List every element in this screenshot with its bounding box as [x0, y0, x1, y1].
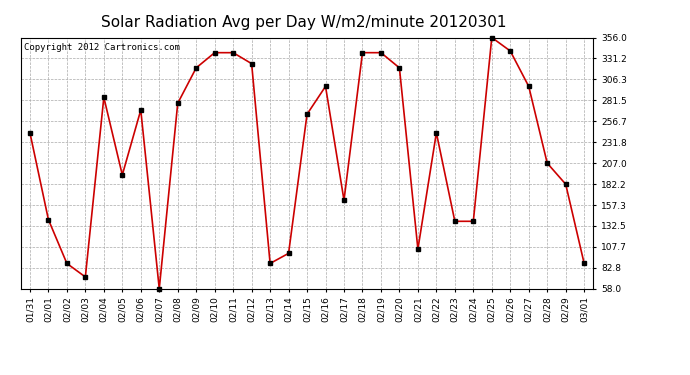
Text: Solar Radiation Avg per Day W/m2/minute 20120301: Solar Radiation Avg per Day W/m2/minute … — [101, 15, 506, 30]
Text: Copyright 2012 Cartronics.com: Copyright 2012 Cartronics.com — [23, 42, 179, 51]
